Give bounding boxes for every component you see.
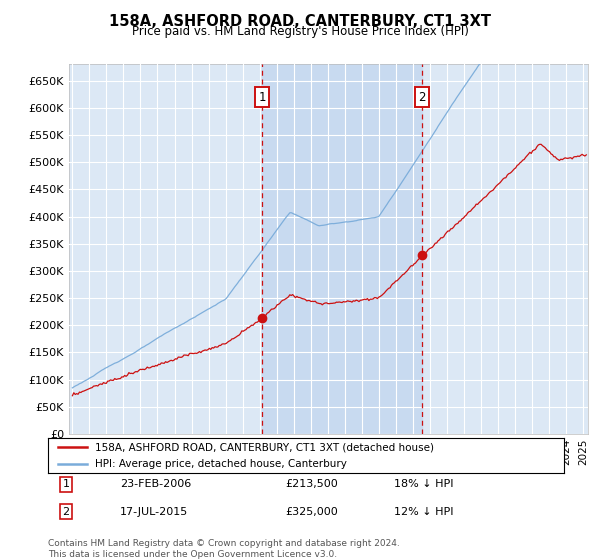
Text: 1: 1 [258, 91, 266, 104]
Text: £213,500: £213,500 [286, 479, 338, 489]
Text: Price paid vs. HM Land Registry's House Price Index (HPI): Price paid vs. HM Land Registry's House … [131, 25, 469, 38]
Text: £325,000: £325,000 [286, 506, 338, 516]
Text: 12% ↓ HPI: 12% ↓ HPI [394, 506, 453, 516]
Text: Contains HM Land Registry data © Crown copyright and database right 2024.
This d: Contains HM Land Registry data © Crown c… [48, 539, 400, 559]
Text: 2: 2 [62, 506, 70, 516]
Text: 158A, ASHFORD ROAD, CANTERBURY, CT1 3XT (detached house): 158A, ASHFORD ROAD, CANTERBURY, CT1 3XT … [95, 442, 434, 452]
Text: 1: 1 [62, 479, 70, 489]
Text: 18% ↓ HPI: 18% ↓ HPI [394, 479, 453, 489]
Text: 17-JUL-2015: 17-JUL-2015 [120, 506, 188, 516]
Bar [262, 64, 422, 434]
Text: 23-FEB-2006: 23-FEB-2006 [120, 479, 191, 489]
Text: 2: 2 [418, 91, 425, 104]
Text: 158A, ASHFORD ROAD, CANTERBURY, CT1 3XT: 158A, ASHFORD ROAD, CANTERBURY, CT1 3XT [109, 14, 491, 29]
Text: HPI: Average price, detached house, Canterbury: HPI: Average price, detached house, Cant… [95, 459, 347, 469]
